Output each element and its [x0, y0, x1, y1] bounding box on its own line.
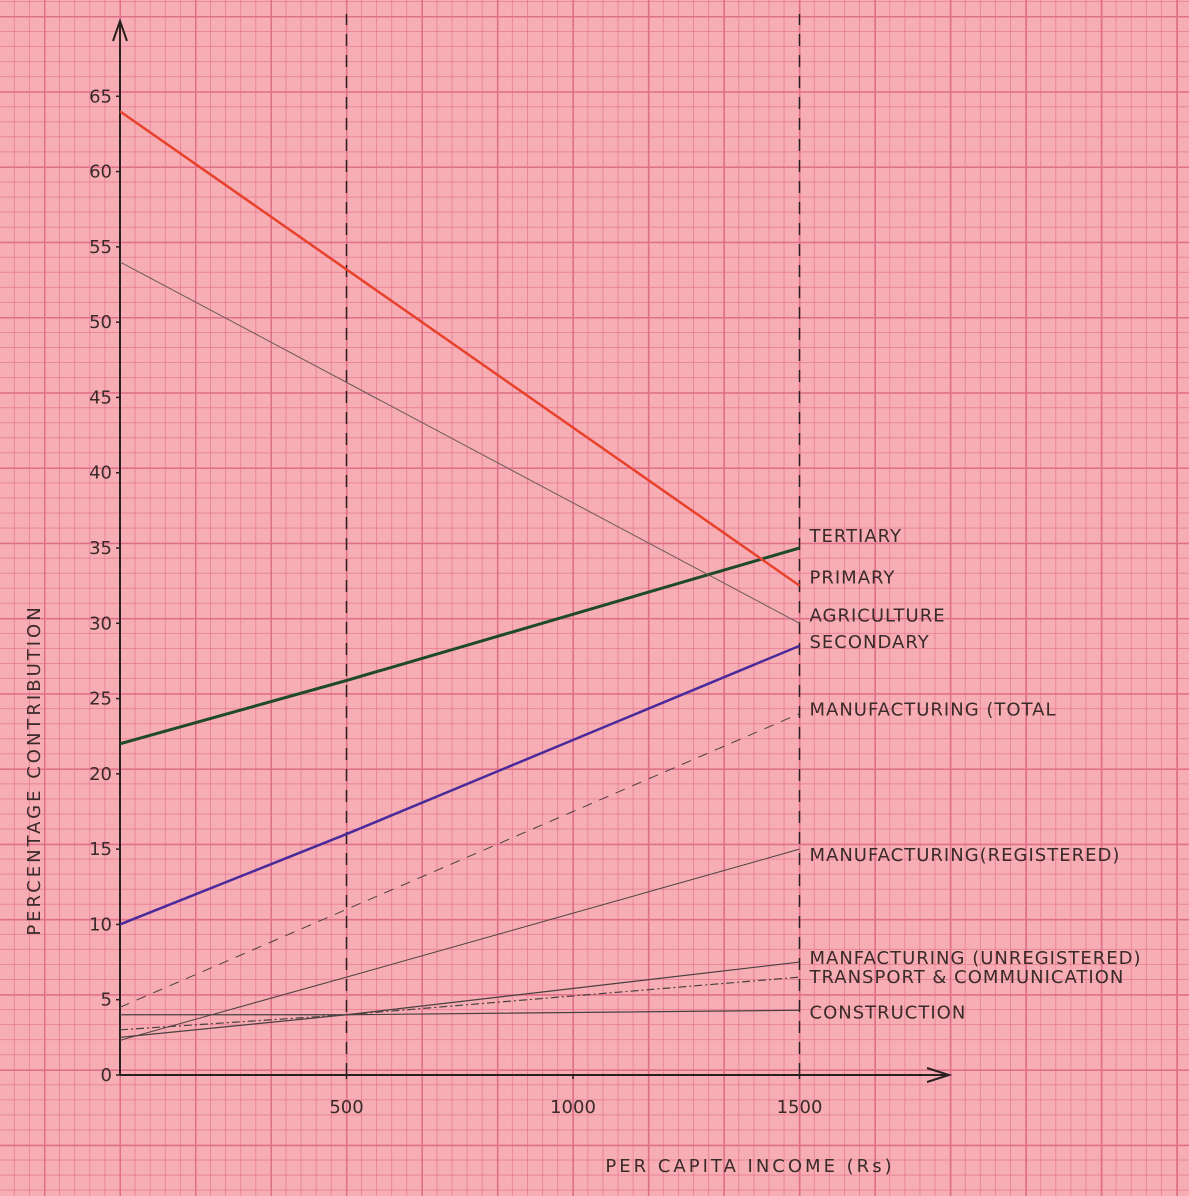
y-axis-label: PERCENTAGE CONTRIBUTION [24, 604, 45, 935]
y-tick-label: 25 [89, 689, 112, 710]
y-tick-label: 60 [89, 162, 112, 183]
x-tick-label: 500 [329, 1097, 363, 1118]
y-tick-label: 0 [101, 1065, 112, 1086]
series-label: TRANSPORT & COMMUNICATION [809, 967, 1125, 988]
series-label: AGRICULTURE [810, 605, 946, 626]
y-tick-label: 20 [89, 764, 112, 785]
y-tick-label: 55 [89, 237, 112, 258]
series-label: MANUFACTURING (TOTAL [810, 700, 1057, 721]
series-line [120, 262, 800, 623]
series-line [120, 977, 800, 1030]
series-line [120, 646, 800, 925]
series-line [120, 1010, 800, 1015]
y-tick-label: 5 [101, 990, 112, 1011]
series-label: SECONDARY [810, 632, 930, 653]
y-tick-label: 50 [89, 312, 112, 333]
x-tick-label: 1500 [777, 1097, 823, 1118]
y-tick-label: 65 [89, 86, 112, 107]
page: PER CAPITA INCOME (Rs) PERCENTAGE CONTRI… [0, 0, 1189, 1196]
series-label: MANUFACTURING(REGISTERED) [810, 845, 1121, 866]
series-line [120, 111, 800, 585]
series-label: CONSTRUCTION [810, 1002, 967, 1023]
series-label: TERTIARY [809, 526, 903, 547]
series-label: MANFACTURING (UNREGISTERED) [810, 948, 1142, 969]
y-tick-label: 45 [89, 387, 112, 408]
x-axis-label: PER CAPITA INCOME (Rs) [605, 1156, 894, 1177]
series-line [120, 548, 800, 744]
series-line [120, 962, 800, 1037]
chart: PER CAPITA INCOME (Rs) PERCENTAGE CONTRI… [0, 0, 1189, 1196]
x-tick-label: 1000 [550, 1097, 596, 1118]
y-tick-label: 10 [89, 914, 112, 935]
y-tick-label: 15 [89, 839, 112, 860]
y-tick-label: 35 [89, 538, 112, 559]
y-tick-label: 30 [89, 613, 112, 634]
y-tick-label: 40 [89, 463, 112, 484]
series-label: PRIMARY [810, 568, 896, 589]
series-line [120, 714, 800, 1008]
